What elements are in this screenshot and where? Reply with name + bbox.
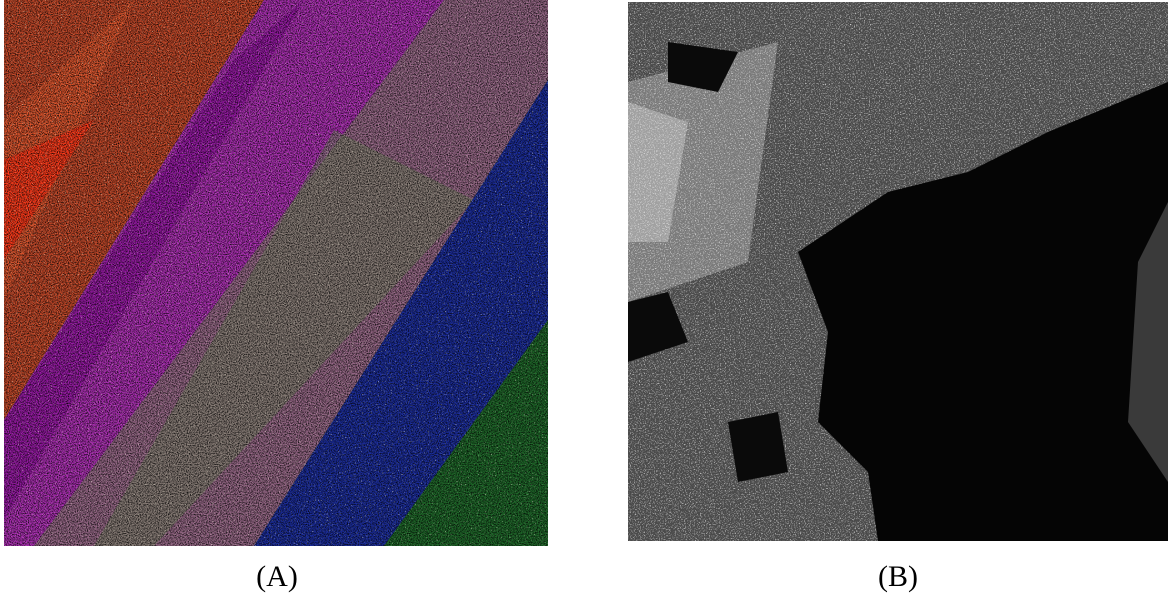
point-cloud-image bbox=[4, 0, 548, 546]
panel-label: (B) bbox=[798, 560, 998, 594]
figure: (A) (B) (() => { const data = JSON.parse… bbox=[0, 0, 1168, 605]
satellite-image bbox=[628, 2, 1168, 541]
panel-label: (A) bbox=[177, 560, 377, 594]
